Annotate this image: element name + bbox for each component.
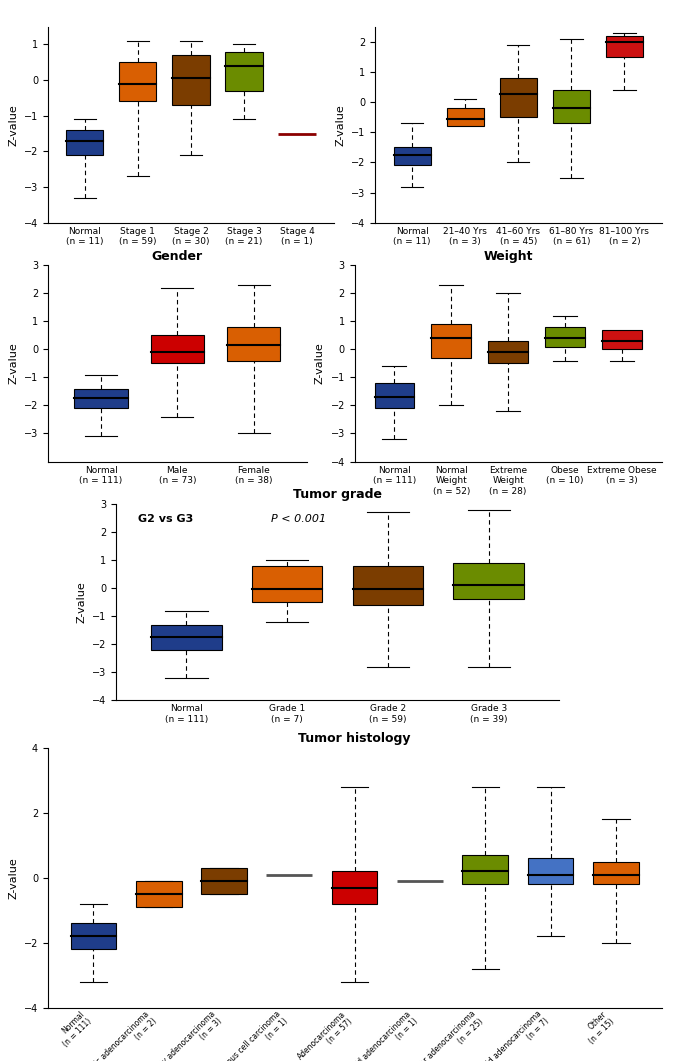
- Bar: [331, 871, 378, 904]
- Title: Gender: Gender: [152, 249, 203, 263]
- Bar: [462, 855, 508, 885]
- Bar: [602, 330, 642, 349]
- Text: P < 0.001: P < 0.001: [271, 514, 326, 524]
- Bar: [528, 858, 574, 885]
- Bar: [553, 90, 590, 123]
- Bar: [374, 383, 414, 408]
- Y-axis label: Z-value: Z-value: [336, 104, 346, 145]
- Bar: [447, 108, 484, 126]
- Bar: [353, 566, 424, 605]
- Bar: [606, 36, 643, 56]
- Bar: [226, 52, 263, 91]
- Bar: [66, 131, 104, 155]
- Bar: [454, 563, 524, 599]
- Bar: [227, 327, 280, 361]
- Bar: [252, 566, 323, 603]
- Title: Weight: Weight: [484, 249, 533, 263]
- Bar: [500, 77, 537, 117]
- Y-axis label: Z-value: Z-value: [315, 343, 325, 384]
- Title: Tumor grade: Tumor grade: [293, 488, 382, 502]
- Bar: [488, 341, 528, 363]
- Bar: [71, 923, 117, 950]
- Bar: [201, 868, 247, 894]
- Text: G2 vs G3: G2 vs G3: [138, 514, 194, 524]
- Y-axis label: Z-value: Z-value: [76, 581, 87, 623]
- Y-axis label: Z-value: Z-value: [8, 104, 18, 145]
- Y-axis label: Z-value: Z-value: [8, 343, 18, 384]
- Bar: [136, 882, 181, 907]
- Bar: [119, 63, 156, 102]
- Bar: [74, 388, 128, 408]
- Bar: [431, 325, 471, 358]
- Bar: [394, 147, 431, 166]
- Bar: [545, 327, 584, 347]
- Bar: [173, 55, 209, 105]
- Bar: [151, 625, 222, 649]
- Title: Tumor histology: Tumor histology: [299, 732, 411, 746]
- Y-axis label: Z-value: Z-value: [8, 857, 18, 899]
- Bar: [593, 862, 638, 885]
- Bar: [151, 335, 204, 363]
